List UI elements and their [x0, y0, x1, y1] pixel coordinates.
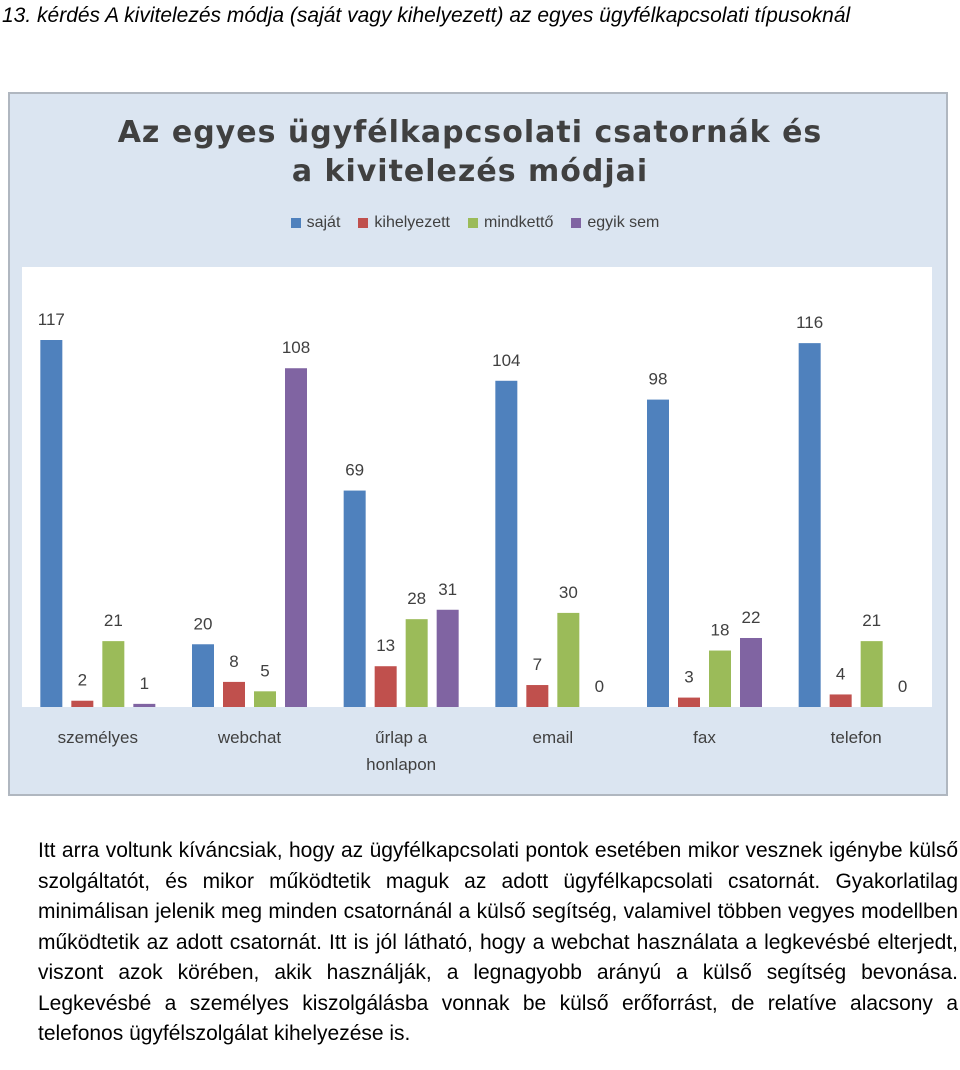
bar	[798, 343, 821, 707]
legend-label: saját	[306, 214, 341, 231]
legend-swatch	[290, 218, 301, 228]
bar	[829, 694, 852, 707]
data-label: 13	[376, 636, 395, 655]
bar	[133, 703, 156, 707]
data-label: 0	[595, 677, 604, 696]
data-label: 116	[796, 313, 823, 332]
legend-item-egyik-sem: egyik sem	[571, 214, 659, 232]
legend-swatch	[467, 218, 478, 228]
data-label: 20	[194, 614, 213, 633]
data-label: 30	[559, 583, 578, 602]
data-label: 104	[492, 351, 520, 370]
question-heading: 13. kérdés A kivitelezés módja (saját va…	[2, 4, 851, 27]
bar	[740, 637, 762, 707]
data-label: 7	[533, 655, 542, 674]
category-label: személyes	[58, 728, 138, 747]
legend-swatch	[358, 218, 369, 228]
bar	[557, 612, 580, 707]
bar	[102, 641, 125, 707]
bar	[647, 399, 669, 707]
data-label: 1	[140, 674, 149, 693]
data-label: 21	[104, 611, 123, 630]
legend-swatch	[571, 218, 582, 228]
bar	[405, 619, 428, 707]
bar-chart-plot: 117 2 21 1 személyes 20 8 5 108 webchat 69 13 28 31 űr…	[22, 267, 932, 774]
category-label: fax	[693, 728, 716, 747]
data-label: 0	[898, 677, 907, 696]
data-label: 117	[38, 310, 65, 329]
category-label: telefon	[831, 728, 882, 747]
category-label: űrlap a	[375, 728, 428, 747]
legend-label: kihelyezett	[374, 214, 450, 231]
data-label: 2	[78, 671, 87, 690]
bar	[374, 666, 397, 707]
legend-item-mindketto: mindkettő	[467, 214, 554, 232]
data-label: 3	[684, 668, 693, 687]
data-label: 18	[711, 621, 730, 640]
bar	[436, 609, 459, 707]
bar	[285, 368, 307, 707]
bar	[860, 641, 883, 707]
data-label: 98	[649, 370, 668, 389]
legend-item-kihelyezett: kihelyezett	[358, 214, 450, 232]
legend-label: mindkettő	[483, 214, 554, 231]
bar	[192, 644, 214, 707]
data-label: 4	[836, 664, 845, 683]
data-label: 28	[407, 589, 426, 608]
chart-legend: saját kihelyezett mindkettő egyik sem	[0, 214, 950, 232]
bar	[71, 700, 94, 707]
category-label: honlapon	[366, 755, 436, 774]
data-label: 21	[862, 611, 881, 630]
bar	[254, 691, 276, 707]
data-label: 5	[260, 661, 269, 680]
category-label: email	[533, 728, 574, 747]
bar	[223, 681, 245, 707]
bar	[495, 380, 518, 707]
data-label: 69	[345, 461, 364, 480]
plot-area	[22, 267, 932, 707]
bar	[40, 340, 63, 707]
category-label: webchat	[217, 728, 282, 747]
chart-title: Az egyes ügyfélkapcsolati csatornák és a …	[117, 115, 823, 189]
data-label: 22	[742, 608, 761, 627]
data-label: 108	[282, 338, 310, 357]
data-label: 31	[438, 580, 457, 599]
data-label: 8	[229, 652, 238, 671]
legend-item-sajat: saját	[290, 214, 341, 232]
bar	[526, 685, 549, 707]
bar	[678, 697, 700, 707]
description-paragraph: Itt arra voltunk kíváncsiak, hogy az ügy…	[38, 839, 958, 1045]
bar	[709, 650, 731, 707]
legend-label: egyik sem	[587, 214, 660, 231]
bar	[343, 490, 366, 707]
